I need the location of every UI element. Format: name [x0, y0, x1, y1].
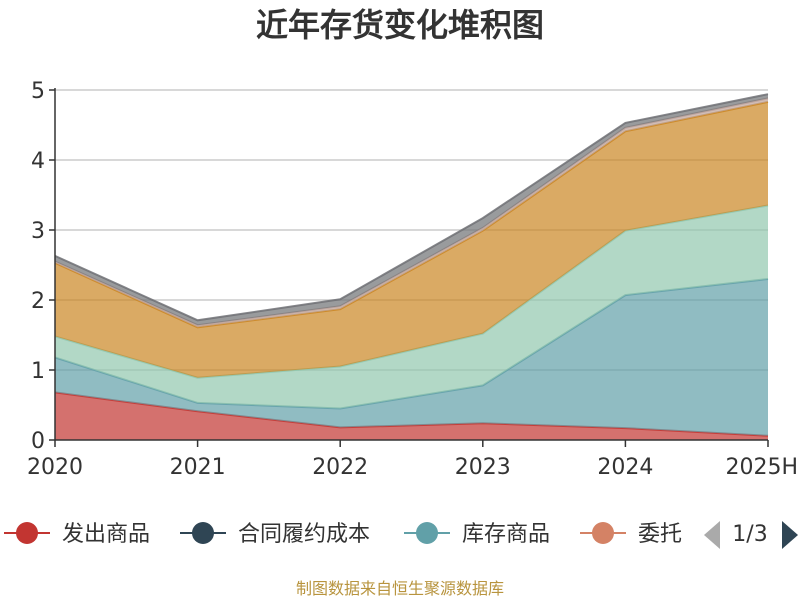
axes: 0 1 2 3 4 5 2020 2021 2022 2023 2024 2025H: [27, 79, 798, 480]
y-tick-label: 4: [31, 149, 45, 174]
legend-swatch-dot: [592, 522, 614, 544]
legend-label: 委托: [638, 522, 682, 547]
area-series-4: [55, 205, 768, 409]
x-tick-label: 2022: [312, 455, 368, 480]
legend-page-indicator: 1/3: [732, 522, 767, 547]
area-series-6: [55, 98, 768, 328]
legend-swatch-dot: [192, 522, 214, 544]
chart-title: 近年存货变化堆积图: [256, 6, 544, 44]
y-tick-label: 1: [31, 359, 45, 384]
legend-item[interactable]: 合同履约成本: [180, 522, 370, 547]
x-tick-label: 2020: [27, 455, 83, 480]
source-note: 制图数据来自恒生聚源数据库: [296, 579, 504, 598]
legend-prev-page-icon[interactable]: [704, 521, 720, 549]
legend-next-page-icon[interactable]: [782, 521, 798, 549]
legend-item[interactable]: 委托: [580, 522, 682, 547]
legend-label: 合同履约成本: [238, 522, 370, 547]
y-tick-label: 3: [31, 219, 45, 244]
area-series-line-7: [54, 93, 769, 322]
area-series-5: [55, 101, 768, 378]
area-series-7: [55, 94, 768, 326]
y-tick-label: 5: [31, 79, 45, 104]
x-tick-label: 2024: [597, 455, 653, 480]
legend-item[interactable]: 库存商品: [404, 522, 550, 547]
legend-label: 发出商品: [62, 522, 150, 547]
x-tick-label: 2023: [455, 455, 511, 480]
x-tick-label: 2021: [170, 455, 226, 480]
area-series-0: [55, 392, 768, 440]
area-series-layer: [54, 93, 769, 440]
y-tick-label: 0: [31, 429, 45, 454]
legend-swatch-dot: [16, 522, 38, 544]
legend: 发出商品 合同履约成本 库存商品 委托 1/3: [4, 521, 798, 549]
legend-swatch-dot: [416, 522, 438, 544]
legend-item[interactable]: 发出商品: [4, 522, 150, 547]
y-tick-label: 2: [31, 289, 45, 314]
x-tick-label: 2025H: [725, 455, 798, 480]
legend-label: 库存商品: [462, 522, 550, 547]
